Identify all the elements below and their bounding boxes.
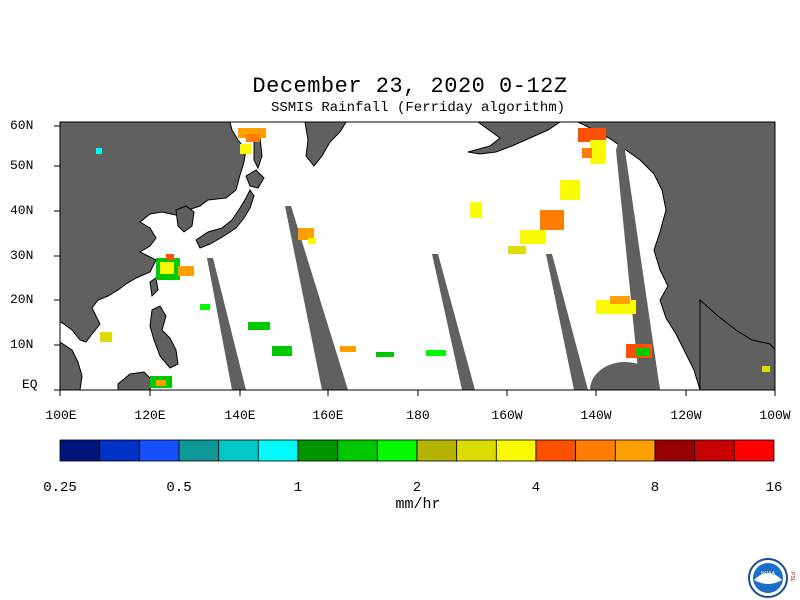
swath-gap-4 [546, 254, 588, 390]
logo-side-text: PSL [789, 572, 795, 582]
colorbar-segment [535, 439, 577, 462]
colorbar-segment [614, 439, 656, 462]
korea [175, 205, 195, 233]
lat-label-30n: 30N [10, 248, 34, 263]
map-plot-area [60, 122, 775, 390]
lon-label-160w: 160W [491, 408, 523, 423]
map-title: December 23, 2020 0-12Z [252, 74, 568, 99]
colorbar-segment [654, 439, 696, 462]
lon-label-180: 180 [406, 408, 430, 423]
colorbar-label-4: 4 [531, 480, 541, 496]
swath-gap-6 [590, 362, 660, 390]
lat-label-eq: EQ [22, 377, 38, 392]
colorbar-segment [218, 439, 259, 462]
map-subtitle: SSMIS Rainfall (Ferriday algorithm) [270, 100, 566, 116]
colorbar-segment [376, 439, 418, 462]
colorbar-label-8: 8 [650, 480, 660, 496]
lat-label-40n: 40N [10, 203, 34, 218]
noaa-logo-icon[interactable]: NOAA PSL [748, 558, 798, 600]
colorbar-segment [456, 439, 497, 462]
colorbar-segment [99, 439, 140, 462]
swath-gap-1 [207, 258, 246, 390]
logo-center-text: NOAA [761, 571, 776, 577]
central-america [699, 298, 775, 390]
lon-label-120w: 120W [670, 408, 702, 423]
lat-label-10n: 10N [10, 337, 34, 352]
lon-label-100e: 100E [45, 408, 77, 423]
colorbar-units: mm/hr [395, 496, 441, 513]
lon-label-120e: 120E [134, 408, 166, 423]
swath-gap-3 [432, 254, 475, 390]
colorbar-segment [495, 439, 537, 462]
colorbar-segment [337, 439, 378, 462]
lat-label-60n: 60N [10, 118, 34, 133]
colorbar-segment [733, 439, 775, 462]
lon-label-160e: 160E [312, 408, 344, 423]
colorbar-segment [297, 439, 339, 462]
colorbar-segment [575, 439, 616, 462]
lat-label-50n: 50N [10, 158, 34, 173]
rain-cells [96, 128, 770, 388]
lon-label-140e: 140E [224, 408, 256, 423]
taiwan [149, 277, 159, 298]
swath-gap-2 [285, 206, 348, 390]
colorbar-segment [694, 439, 735, 462]
colorbar-label-0.5: 0.5 [166, 480, 192, 496]
colorbar-segment [138, 439, 180, 462]
hokkaido [245, 169, 265, 189]
colorbar-segment [178, 439, 220, 462]
asia-landmass [60, 122, 247, 343]
lat-label-20n: 20N [10, 292, 34, 307]
lon-label-140w: 140W [580, 408, 612, 423]
colorbar-segment [59, 439, 101, 462]
philippines [149, 305, 179, 369]
colorbar [59, 439, 775, 462]
kamchatka [304, 122, 347, 167]
axis-ticks [54, 125, 776, 396]
colorbar-segment [416, 439, 458, 462]
swath-gap-5 [616, 130, 660, 390]
lon-label-100w: 100W [759, 408, 791, 423]
colorbar-segment [257, 439, 299, 462]
colorbar-label-0.25: 0.25 [43, 480, 77, 496]
colorbar-label-16: 16 [765, 480, 783, 496]
colorbar-label-1: 1 [293, 480, 303, 496]
colorbar-label-2: 2 [412, 480, 422, 496]
japan [195, 189, 255, 249]
malay-peninsula [60, 341, 83, 390]
alaska [467, 122, 561, 155]
